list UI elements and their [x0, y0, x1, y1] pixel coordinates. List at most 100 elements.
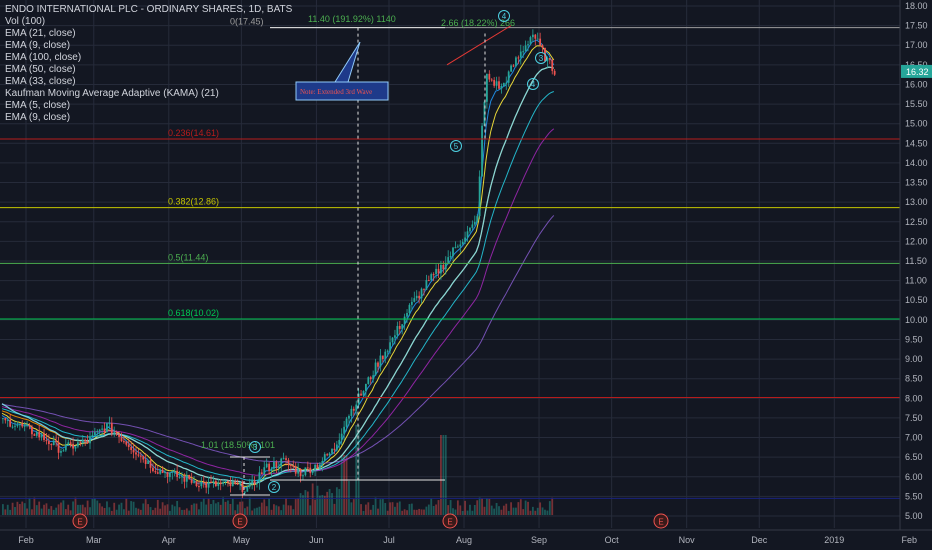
- candle-body: [367, 377, 370, 384]
- candle-body: [52, 440, 55, 446]
- candle-body: [222, 482, 225, 484]
- candle-body: [292, 465, 295, 467]
- candle-body: [110, 423, 113, 434]
- candle-body: [246, 486, 249, 492]
- y-tick-label: 15.50: [905, 99, 928, 109]
- volume-bar: [33, 497, 36, 515]
- volume-bar: [14, 507, 16, 515]
- volume-bar: [335, 487, 338, 515]
- volume-bar: [309, 505, 312, 515]
- volume-bar: [81, 504, 84, 515]
- volume-bar: [144, 499, 147, 515]
- candle-body: [456, 246, 459, 248]
- candle-body: [231, 481, 234, 487]
- earnings-circle: [653, 513, 669, 529]
- candle-body: [357, 393, 360, 405]
- x-tick-label: Aug: [456, 535, 472, 545]
- candle-body: [464, 237, 467, 242]
- volume-bar: [306, 491, 309, 515]
- volume-bar: [302, 495, 304, 515]
- volume-bar: [193, 503, 195, 515]
- candle-body: [55, 440, 58, 442]
- candle-body: [386, 350, 389, 352]
- wave-circle: [535, 52, 547, 64]
- volume-bar: [527, 501, 529, 515]
- volume-bar: [444, 435, 447, 515]
- candle-body: [57, 441, 60, 453]
- volume-bar: [103, 507, 106, 515]
- measure-label: 11.40 (191.92%) 1140: [308, 14, 396, 24]
- candle-body: [130, 446, 133, 450]
- volume-bar: [190, 504, 193, 515]
- last-price-badge: 16.32: [901, 64, 932, 78]
- volume-bar: [96, 500, 99, 515]
- candle-body: [398, 325, 401, 329]
- volume-bar: [164, 505, 166, 515]
- candle-body: [396, 325, 399, 336]
- volume-bar: [299, 493, 302, 515]
- candle-body: [384, 351, 387, 360]
- volume-bar: [304, 490, 307, 515]
- volume-bar: [381, 499, 384, 515]
- y-tick-label: 11.00: [905, 276, 927, 286]
- volume-bar: [326, 491, 329, 515]
- candle-body: [263, 467, 266, 475]
- volume-bar: [181, 509, 183, 515]
- volume-bar: [430, 498, 433, 515]
- volume-bar: [127, 510, 130, 515]
- legend-item-ema100: EMA (100, close): [5, 52, 82, 63]
- wave-circle: [498, 10, 510, 22]
- wave-circle: [450, 140, 462, 152]
- candle-body: [459, 244, 462, 247]
- y-tick-label: 7.50: [905, 413, 923, 423]
- candle-body: [202, 481, 205, 483]
- candle-body: [379, 355, 382, 367]
- volume-bar: [166, 504, 169, 515]
- candle-body: [190, 479, 193, 483]
- candle-body: [498, 81, 500, 89]
- volume-bar: [118, 504, 120, 515]
- candle-body: [478, 176, 481, 217]
- volume-bar: [207, 498, 210, 515]
- volume-bar: [229, 503, 232, 515]
- candle-body: [406, 313, 408, 317]
- volume-bar: [292, 509, 295, 515]
- volume-bar: [248, 497, 251, 515]
- note-box: [295, 81, 389, 101]
- candle-body: [214, 480, 217, 487]
- y-tick-label: 13.50: [905, 178, 928, 188]
- volume-bar: [410, 503, 413, 515]
- volume-bar: [338, 489, 341, 515]
- fib-label: 0.382(12.86): [168, 197, 219, 207]
- ema-line: [1, 66, 554, 485]
- y-axis: 18.00 17.50 17.00 16.50 16.00 15.50 15.00 14.50…: [899, 0, 932, 550]
- volume-bar: [198, 509, 200, 515]
- candle-body: [161, 469, 164, 474]
- candle-body: [493, 80, 496, 86]
- volume-bar: [60, 502, 62, 515]
- candle-body: [326, 454, 329, 456]
- legend-item-ema9b: EMA (9, close): [5, 112, 71, 123]
- volume-bar: [205, 504, 208, 515]
- volume-bar: [77, 504, 79, 515]
- candle-body: [96, 431, 99, 433]
- candle-body: [181, 476, 183, 478]
- candle-body: [38, 432, 41, 438]
- volume-bar: [531, 506, 534, 515]
- volume-bar: [241, 501, 244, 515]
- candle-body: [154, 471, 157, 473]
- volume-bar: [408, 504, 411, 515]
- candle-body: [302, 475, 304, 477]
- candle-body: [345, 418, 348, 427]
- candle-body: [394, 335, 396, 338]
- candle-body: [440, 264, 442, 274]
- volume-bar: [251, 510, 254, 515]
- volume-bar: [481, 497, 483, 515]
- volume-bar: [171, 504, 174, 515]
- candle-body: [454, 247, 457, 249]
- y-tick-label: 17.50: [905, 21, 928, 31]
- volume-bar: [546, 510, 549, 515]
- candle-body: [270, 468, 273, 471]
- volume-bar: [386, 510, 389, 515]
